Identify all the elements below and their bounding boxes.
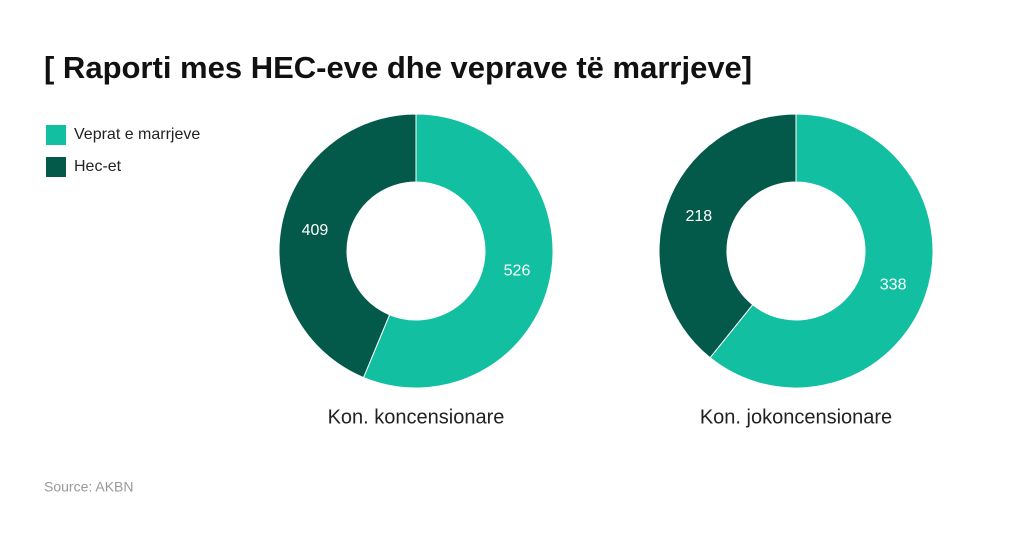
chart-title: Kon. koncensionare — [328, 406, 505, 428]
data-label: 218 — [686, 208, 713, 225]
data-label: 526 — [504, 262, 531, 279]
donut-slice — [709, 113, 934, 389]
source: Source: AKBN — [44, 479, 134, 495]
donut-slice — [278, 113, 417, 379]
data-label: 409 — [302, 222, 329, 239]
legend-label: Hec-et — [74, 158, 122, 175]
data-label: 338 — [880, 276, 907, 293]
legend-swatch — [46, 125, 66, 145]
donut-slice — [658, 113, 797, 359]
chart-title: Kon. jokoncensionare — [700, 406, 892, 428]
legend-swatch — [46, 157, 66, 177]
legend-label: Veprat e marrjeve — [74, 126, 200, 143]
donut-slice — [362, 113, 554, 389]
page-title: [ Raporti mes HEC-eve dhe veprave të mar… — [44, 50, 752, 85]
